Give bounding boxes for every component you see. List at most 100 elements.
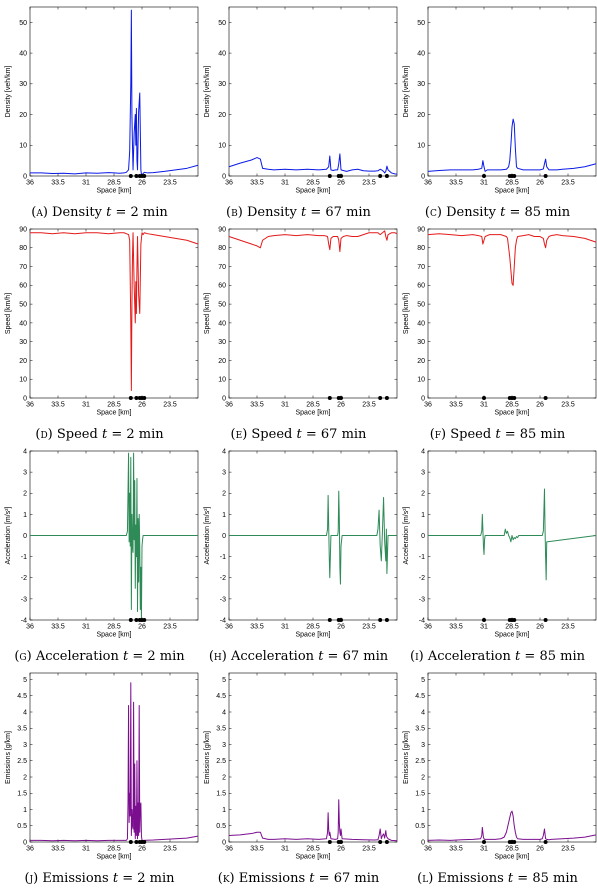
x-axis-label: Space [km] <box>295 632 330 639</box>
x-tick-label: 36 <box>424 624 432 631</box>
x-tick-label: 33.5 <box>250 402 264 409</box>
x-tick-label: 28.5 <box>306 846 320 853</box>
y-tick-label: 3.5 <box>17 726 27 733</box>
caption-text: Emissions <box>437 871 504 886</box>
y-tick-label: 2 <box>421 491 425 498</box>
x-tick-label: 33.5 <box>449 846 463 853</box>
location-marker <box>128 174 133 178</box>
caption-letter: (h) <box>208 649 227 664</box>
x-tick-label: 23.5 <box>163 846 177 853</box>
location-marker <box>543 174 548 178</box>
y-tick-label: -1 <box>419 554 425 561</box>
y-tick-label: 60 <box>417 283 425 290</box>
x-tick-label: 26 <box>337 402 345 409</box>
location-marker <box>482 396 486 400</box>
caption-letter: (g) <box>14 649 32 664</box>
panel-caption: (c) Density t = 85 min <box>424 205 571 220</box>
axes-frame <box>228 228 398 399</box>
chart-panel-d: 0 10 20 30 40 50 60 70 80 90 36 33.5 31 28.5 26 23.5 Spa… <box>0 222 199 444</box>
x-tick-label: 26 <box>536 402 544 409</box>
series-line <box>427 118 597 172</box>
axes-frame <box>228 672 398 843</box>
panel-caption: (b) Density t = 67 min <box>226 205 371 220</box>
y-tick-label: 90 <box>417 226 425 233</box>
x-tick-label: 33.5 <box>449 180 463 187</box>
x-tick-label: 28.5 <box>306 402 320 409</box>
x-tick-label: 33.5 <box>449 402 463 409</box>
y-tick-label: 1 <box>23 807 27 814</box>
chart-panel-g: -4 -3 -2 -1 0 1 2 3 4 36 33.5 31 28.5 26 23.5 Space [km… <box>0 444 199 666</box>
location-marker <box>142 618 147 622</box>
chart-svg: 0 10 20 30 40 50 60 70 80 90 36 33.5 31 28.5 26 23.5 Spa… <box>204 226 398 417</box>
y-tick-label: 1 <box>421 512 425 519</box>
chart-panel-k: 0 0.5 1 1.5 2 2.5 3 3.5 4 4.5 5 36 33.5 31 28.5 26 23.5 S… <box>199 666 398 888</box>
y-tick-label: 80 <box>19 245 27 252</box>
y-axis-label: Emissions [g/km] <box>5 731 12 784</box>
y-tick-label: 1.5 <box>17 791 27 798</box>
x-tick-label: 26 <box>337 624 345 631</box>
chart-panel-c: 0 10 20 30 40 50 36 33.5 31 28.5 26 23.5 Space [km] D… <box>398 0 597 222</box>
axes-frame <box>427 228 597 399</box>
caption-letter: (b) <box>226 205 243 220</box>
y-tick-label: -2 <box>220 575 226 582</box>
y-tick-label: 0 <box>421 173 425 180</box>
y-tick-label: 3.5 <box>216 726 226 733</box>
x-tick-label: 28.5 <box>505 846 519 853</box>
location-marker <box>384 174 389 178</box>
caption-time-var: t <box>123 649 129 664</box>
y-tick-label: 40 <box>19 320 27 327</box>
x-tick-label: 36 <box>225 624 233 631</box>
location-marker <box>339 396 343 400</box>
y-axis-label: Speed [km/h] <box>403 293 410 334</box>
caption-time: 2 min <box>130 205 168 220</box>
y-tick-label: 2 <box>421 774 425 781</box>
y-tick-label: 2 <box>222 774 226 781</box>
location-marker <box>512 618 517 622</box>
x-tick-label: 31 <box>281 846 289 853</box>
y-tick-label: -2 <box>419 575 425 582</box>
location-marker <box>384 618 389 622</box>
caption-letter: (a) <box>31 205 48 220</box>
chart-svg: 0 10 20 30 40 50 36 33.5 31 28.5 26 23.5 Space [km] D… <box>5 6 199 195</box>
location-marker <box>327 840 332 844</box>
y-tick-label: 20 <box>19 112 27 119</box>
y-tick-label: -3 <box>21 596 27 603</box>
y-tick-label: -1 <box>220 554 226 561</box>
y-tick-label: 4 <box>222 709 226 716</box>
x-tick-label: 26 <box>337 180 345 187</box>
location-marker <box>378 618 383 622</box>
chart-svg: 0 10 20 30 40 50 60 70 80 90 36 33.5 31 28.5 26 23.5 Spa… <box>5 226 199 417</box>
caption-time-var: t <box>495 427 501 442</box>
location-marker <box>378 396 383 400</box>
x-axis-label: Space [km] <box>494 188 529 195</box>
y-axis-label: Emissions [g/km] <box>403 731 410 784</box>
y-tick-label: 0 <box>222 173 226 180</box>
y-axis-label: Density [veh/km] <box>403 66 410 118</box>
x-axis-label: Space [km] <box>494 410 529 417</box>
y-axis-label: Acceleration [m/s²] <box>204 506 211 564</box>
x-tick-label: 31 <box>480 402 488 409</box>
x-tick-label: 23.5 <box>561 402 575 409</box>
y-tick-label: 10 <box>218 377 226 384</box>
x-tick-label: 33.5 <box>51 624 65 631</box>
x-tick-label: 31 <box>480 624 488 631</box>
x-tick-label: 31 <box>281 402 289 409</box>
x-axis-label: Space [km] <box>295 410 330 417</box>
y-tick-label: -4 <box>21 617 27 624</box>
y-tick-label: 10 <box>218 143 226 150</box>
x-tick-label: 33.5 <box>51 846 65 853</box>
x-tick-label: 23.5 <box>561 846 575 853</box>
caption-letter: (d) <box>35 427 53 442</box>
y-axis-label: Emissions [g/km] <box>204 731 211 784</box>
panel-caption: (l) Emissions t = 85 min <box>417 871 578 886</box>
y-tick-label: 50 <box>218 302 226 309</box>
y-axis-label: Speed [km/h] <box>5 293 12 334</box>
x-tick-label: 36 <box>26 846 34 853</box>
x-tick-label: 26 <box>536 846 544 853</box>
x-tick-label: 31 <box>82 180 90 187</box>
y-tick-label: 1 <box>222 512 226 519</box>
x-tick-label: 36 <box>26 180 34 187</box>
chart-panel-e: 0 10 20 30 40 50 60 70 80 90 36 33.5 31 28.5 26 23.5 Spa… <box>199 222 398 444</box>
y-tick-label: 0 <box>222 533 226 540</box>
